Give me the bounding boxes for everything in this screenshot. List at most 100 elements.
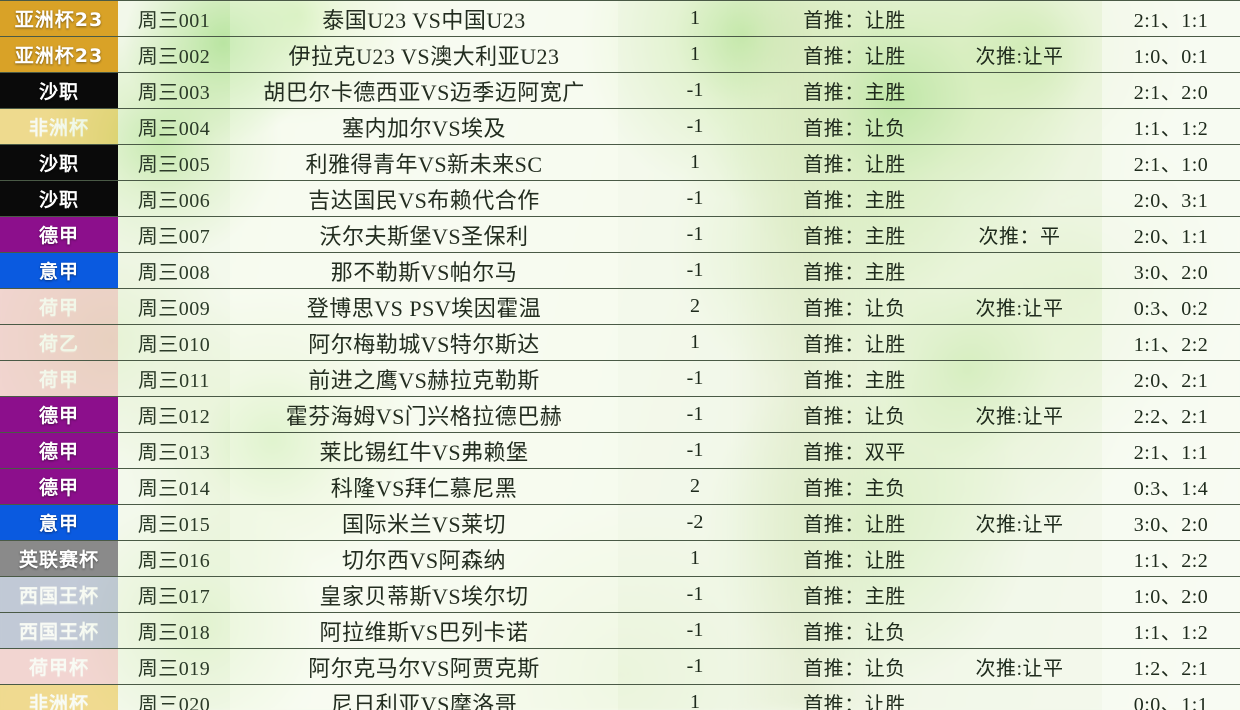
score-prediction-cell: 1:1、2:2: [1102, 540, 1240, 577]
table-row[interactable]: 西国王杯 周三018 阿拉维斯VS巴列卡诺 -1 首推：让负 1:1、1:2: [0, 612, 1240, 649]
primary-pick-cell: 首推：让胜: [772, 36, 937, 73]
table-row[interactable]: 德甲 周三013 莱比锡红牛VS弗赖堡 -1 首推：双平 2:1、1:1: [0, 432, 1240, 469]
table-row[interactable]: 亚洲杯23 周三001 泰国U23 VS中国U23 1 首推：让胜 2:1、1:1: [0, 0, 1240, 37]
league-badge[interactable]: 沙职: [0, 181, 118, 216]
match-number-cell: 周三006: [118, 180, 230, 217]
league-badge-cell: 沙职: [0, 144, 118, 181]
match-fixture-cell: 阿拉维斯VS巴列卡诺: [230, 612, 618, 649]
score-prediction-cell: 0:0、1:1: [1102, 684, 1240, 710]
primary-pick-cell: 首推：主胜: [772, 576, 937, 613]
primary-pick-cell: 首推：让负: [772, 612, 937, 649]
league-badge-cell: 非洲杯: [0, 684, 118, 710]
league-badge-cell: 西国王杯: [0, 612, 118, 649]
match-number-cell: 周三007: [118, 216, 230, 253]
league-badge[interactable]: 西国王杯: [0, 577, 118, 612]
table-row[interactable]: 荷乙 周三010 阿尔梅勒城VS特尔斯达 1 首推：让胜 1:1、2:2: [0, 324, 1240, 361]
league-badge-cell: 英联赛杯: [0, 540, 118, 577]
primary-pick-cell: 首推：让胜: [772, 144, 937, 181]
primary-pick-cell: 首推：让负: [772, 108, 937, 145]
league-badge[interactable]: 荷甲: [0, 361, 118, 396]
table-row[interactable]: 亚洲杯23 周三002 伊拉克U23 VS澳大利亚U23 1 首推：让胜 次推:让平 1:0…: [0, 36, 1240, 73]
handicap-cell: -1: [618, 648, 772, 685]
table-row[interactable]: 英联赛杯 周三016 切尔西VS阿森纳 1 首推：让胜 1:1、2:2: [0, 540, 1240, 577]
table-row[interactable]: 荷甲 周三009 登博思VS PSV埃因霍温 2 首推：让负 次推:让平 0:3、0:2: [0, 288, 1240, 325]
league-badge-cell: 西国王杯: [0, 576, 118, 613]
league-badge[interactable]: 非洲杯: [0, 685, 118, 710]
league-badge[interactable]: 沙职: [0, 73, 118, 108]
league-badge[interactable]: 西国王杯: [0, 613, 118, 648]
league-badge[interactable]: 德甲: [0, 433, 118, 468]
secondary-pick-cell: [937, 432, 1102, 469]
score-prediction-cell: 2:1、1:0: [1102, 144, 1240, 181]
handicap-cell: -1: [618, 576, 772, 613]
secondary-pick-cell: [937, 0, 1102, 37]
handicap-cell: 1: [618, 684, 772, 710]
secondary-pick-cell: 次推:让平: [937, 396, 1102, 433]
secondary-pick-cell: 次推:让平: [937, 504, 1102, 541]
primary-pick-cell: 首推：让胜: [772, 0, 937, 37]
league-badge[interactable]: 意甲: [0, 253, 118, 288]
score-prediction-cell: 3:0、2:0: [1102, 252, 1240, 289]
handicap-cell: 1: [618, 36, 772, 73]
league-badge[interactable]: 亚洲杯23: [0, 1, 118, 36]
match-fixture-cell: 吉达国民VS布赖代合作: [230, 180, 618, 217]
table-row[interactable]: 沙职 周三005 利雅得青年VS新未来SC 1 首推：让胜 2:1、1:0: [0, 144, 1240, 181]
league-badge[interactable]: 意甲: [0, 505, 118, 540]
table-row[interactable]: 德甲 周三007 沃尔夫斯堡VS圣保利 -1 首推：主胜 次推：平 2:0、1:1: [0, 216, 1240, 253]
table-row[interactable]: 沙职 周三006 吉达国民VS布赖代合作 -1 首推：主胜 2:0、3:1: [0, 180, 1240, 217]
league-badge-cell: 荷乙: [0, 324, 118, 361]
table-row[interactable]: 沙职 周三003 胡巴尔卡德西亚VS迈季迈阿宽广 -1 首推：主胜 2:1、2:0: [0, 72, 1240, 109]
primary-pick-cell: 首推：让负: [772, 648, 937, 685]
score-prediction-cell: 1:0、0:1: [1102, 36, 1240, 73]
league-badge[interactable]: 英联赛杯: [0, 541, 118, 576]
match-fixture-cell: 国际米兰VS莱切: [230, 504, 618, 541]
match-number-cell: 周三014: [118, 468, 230, 505]
table-row[interactable]: 非洲杯 周三004 塞内加尔VS埃及 -1 首推：让负 1:1、1:2: [0, 108, 1240, 145]
match-fixture-cell: 那不勒斯VS帕尔马: [230, 252, 618, 289]
primary-pick-cell: 首推：主胜: [772, 72, 937, 109]
match-fixture-cell: 阿尔梅勒城VS特尔斯达: [230, 324, 618, 361]
score-prediction-cell: 2:1、2:0: [1102, 72, 1240, 109]
league-badge[interactable]: 荷甲杯: [0, 649, 118, 684]
table-row[interactable]: 西国王杯 周三017 皇家贝蒂斯VS埃尔切 -1 首推：主胜 1:0、2:0: [0, 576, 1240, 613]
handicap-cell: -2: [618, 504, 772, 541]
table-row[interactable]: 意甲 周三008 那不勒斯VS帕尔马 -1 首推：主胜 3:0、2:0: [0, 252, 1240, 289]
league-badge[interactable]: 德甲: [0, 397, 118, 432]
handicap-cell: -1: [618, 108, 772, 145]
handicap-cell: 2: [618, 288, 772, 325]
score-prediction-cell: 2:0、3:1: [1102, 180, 1240, 217]
primary-pick-cell: 首推：让胜: [772, 540, 937, 577]
table-row[interactable]: 德甲 周三014 科隆VS拜仁慕尼黑 2 首推：主负 0:3、1:4: [0, 468, 1240, 505]
match-number-cell: 周三013: [118, 432, 230, 469]
secondary-pick-cell: [937, 180, 1102, 217]
league-badge[interactable]: 亚洲杯23: [0, 37, 118, 72]
league-badge[interactable]: 德甲: [0, 217, 118, 252]
handicap-cell: 1: [618, 144, 772, 181]
match-number-cell: 周三008: [118, 252, 230, 289]
league-badge-cell: 意甲: [0, 504, 118, 541]
match-fixture-cell: 胡巴尔卡德西亚VS迈季迈阿宽广: [230, 72, 618, 109]
league-badge[interactable]: 沙职: [0, 145, 118, 180]
league-badge[interactable]: 非洲杯: [0, 109, 118, 144]
handicap-cell: -1: [618, 396, 772, 433]
match-number-cell: 周三019: [118, 648, 230, 685]
handicap-cell: -1: [618, 252, 772, 289]
league-badge[interactable]: 荷甲: [0, 289, 118, 324]
match-number-cell: 周三015: [118, 504, 230, 541]
table-row[interactable]: 非洲杯 周三020 尼日利亚VS摩洛哥 1 首推：让胜 0:0、1:1: [0, 684, 1240, 710]
score-prediction-cell: 1:0、2:0: [1102, 576, 1240, 613]
table-row[interactable]: 意甲 周三015 国际米兰VS莱切 -2 首推：让胜 次推:让平 3:0、2:0: [0, 504, 1240, 541]
league-badge[interactable]: 荷乙: [0, 325, 118, 360]
secondary-pick-cell: [937, 108, 1102, 145]
match-number-cell: 周三005: [118, 144, 230, 181]
table-row[interactable]: 荷甲杯 周三019 阿尔克马尔VS阿贾克斯 -1 首推：让负 次推:让平 1:2、2:1: [0, 648, 1240, 685]
score-prediction-cell: 1:2、2:1: [1102, 648, 1240, 685]
secondary-pick-cell: 次推：平: [937, 216, 1102, 253]
table-row[interactable]: 荷甲 周三011 前进之鹰VS赫拉克勒斯 -1 首推：主胜 2:0、2:1: [0, 360, 1240, 397]
table-row[interactable]: 德甲 周三012 霍芬海姆VS门兴格拉德巴赫 -1 首推：让负 次推:让平 2:2、2:1: [0, 396, 1240, 433]
match-fixture-cell: 阿尔克马尔VS阿贾克斯: [230, 648, 618, 685]
league-badge[interactable]: 德甲: [0, 469, 118, 504]
